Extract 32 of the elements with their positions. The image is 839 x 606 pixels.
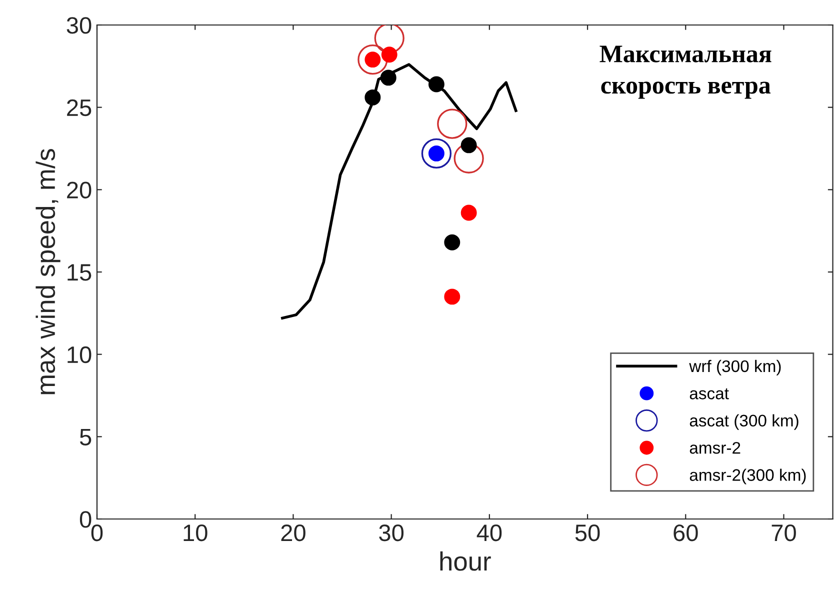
legend-label: ascat (300 km) — [690, 414, 798, 430]
line-series — [281, 63, 518, 320]
text: Максимальная скорость ветра — [600, 46, 772, 99]
x-axis-title: hour — [440, 551, 491, 571]
x-tick-label: 0 — [91, 524, 103, 542]
point — [444, 234, 460, 250]
point — [460, 137, 477, 154]
point — [460, 204, 477, 221]
y-tick-label: 5 — [80, 428, 92, 446]
point — [428, 76, 444, 92]
point — [380, 70, 396, 86]
x-tick-label: 70 — [772, 524, 796, 542]
y-tick-label: 15 — [68, 264, 92, 281]
legend-label: ascat — [690, 388, 729, 400]
point — [444, 288, 460, 305]
x-tick-label: 10 — [184, 524, 208, 542]
y-tick-label: 0 — [80, 511, 92, 528]
legend-label: amsr-2 — [690, 442, 740, 454]
legend-label: amsr-2(300 km) — [690, 468, 806, 484]
y-tick-label: 25 — [67, 99, 92, 116]
x-tick-label: 40 — [476, 524, 502, 542]
y-tick-label: 20 — [67, 182, 92, 198]
legend-label: wrf (300 km) — [689, 360, 781, 376]
y-tick-label: 30 — [66, 17, 92, 34]
x-tick-label: 30 — [379, 524, 404, 542]
x-tick-label: 20 — [281, 524, 306, 542]
y-tick-label: 10 — [68, 346, 92, 364]
x-tick-label: 50 — [575, 524, 600, 542]
x-tick-label: 60 — [674, 524, 698, 542]
y-axis-title: max wind speed, m/s — [36, 149, 60, 394]
point — [364, 89, 381, 106]
point — [381, 46, 398, 63]
